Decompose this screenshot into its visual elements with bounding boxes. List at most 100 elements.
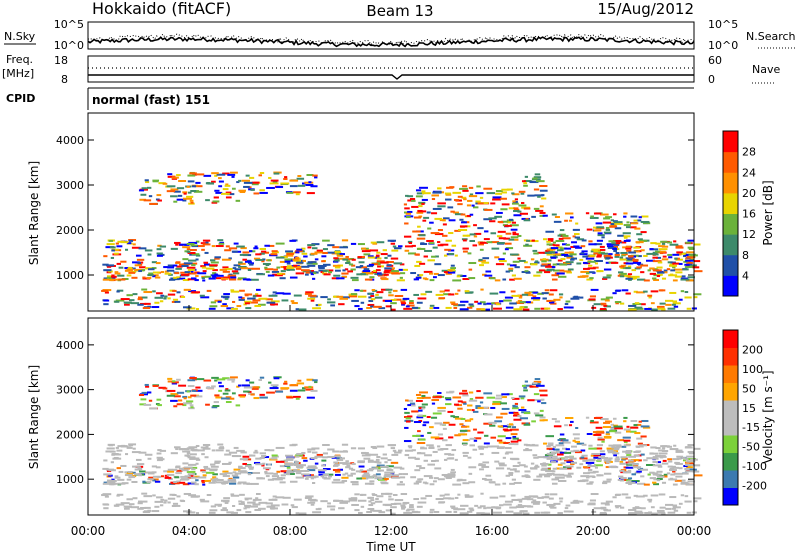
- power-point: [434, 233, 444, 236]
- velocity-point: [336, 499, 344, 502]
- velocity-point: [102, 467, 109, 470]
- power-point: [302, 259, 306, 262]
- velocity-point: [313, 476, 317, 479]
- power-point: [576, 238, 585, 241]
- power-point: [498, 300, 504, 303]
- velocity-point: [572, 439, 576, 442]
- power-point: [437, 187, 442, 190]
- power-point: [305, 291, 314, 294]
- velocity-point: [189, 475, 194, 478]
- power-point: [252, 295, 257, 298]
- power-point: [124, 269, 133, 272]
- velocity-point: [310, 457, 318, 460]
- velocity-point: [419, 391, 428, 394]
- velocity-point: [537, 456, 546, 459]
- power-point: [474, 232, 482, 235]
- velocity-point: [462, 454, 468, 457]
- velocity-point: [400, 504, 406, 507]
- power-point: [300, 265, 310, 268]
- velocity-point: [473, 428, 477, 431]
- velocity-point: [210, 465, 219, 468]
- power-point: [128, 239, 134, 242]
- power-point: [559, 247, 567, 250]
- velocity-point: [386, 465, 394, 468]
- power-point: [652, 277, 657, 280]
- velocity-point: [332, 464, 339, 467]
- power-point: [297, 175, 302, 178]
- power-point: [652, 251, 658, 254]
- power-point: [369, 276, 375, 279]
- power-point: [356, 273, 362, 276]
- power-point: [510, 290, 516, 293]
- power-point: [145, 181, 150, 184]
- power-point: [631, 275, 640, 278]
- power-point: [538, 269, 546, 272]
- power-point: [212, 275, 217, 278]
- velocity-point: [432, 480, 437, 483]
- power-point: [351, 264, 356, 267]
- velocity-point: [218, 381, 222, 384]
- power-point: [605, 226, 610, 229]
- power-point: [304, 273, 309, 276]
- velocity-point: [286, 457, 294, 460]
- velocity-point: [625, 496, 631, 499]
- power-point: [288, 258, 297, 261]
- velocity-point: [301, 451, 306, 454]
- power-point: [376, 241, 385, 244]
- velocity-point: [392, 493, 398, 496]
- power-point: [404, 222, 409, 225]
- power-point: [322, 263, 331, 266]
- velocity-point: [445, 398, 452, 401]
- power-point: [466, 204, 472, 207]
- x-tick-label: 08:00: [273, 524, 308, 538]
- power-point: [279, 277, 286, 280]
- power-point: [628, 304, 637, 307]
- power-point: [628, 278, 632, 281]
- velocity-point: [244, 504, 252, 507]
- velocity-point: [420, 446, 425, 449]
- velocity-point: [459, 429, 468, 432]
- velocity-point: [123, 505, 132, 508]
- power-point: [387, 254, 392, 257]
- time-x-axis: 00:00 04:00 08:00 12:00 16:00 20:00 00:00: [71, 305, 711, 538]
- power-point: [580, 270, 590, 273]
- velocity-point: [539, 389, 548, 392]
- velocity-point: [562, 447, 567, 450]
- power-point: [115, 242, 119, 245]
- power-point: [181, 273, 190, 276]
- power-point: [378, 307, 386, 310]
- velocity-point: [541, 467, 548, 470]
- velocity-point: [371, 493, 376, 496]
- power-point: [167, 173, 173, 176]
- power-point: [442, 223, 447, 226]
- power-point: [116, 290, 120, 293]
- velocity-point: [546, 452, 556, 455]
- velocity-point: [401, 507, 405, 510]
- power-point: [183, 306, 192, 309]
- power-point: [593, 303, 603, 306]
- power-point: [505, 306, 514, 309]
- velocity-point: [615, 506, 619, 509]
- freq-trace: [88, 74, 694, 80]
- power-point: [351, 279, 359, 282]
- power-point: [339, 246, 349, 249]
- power-point: [160, 271, 165, 274]
- power-point: [656, 305, 665, 308]
- velocity-point: [588, 444, 593, 447]
- velocity-point: [610, 423, 614, 426]
- power-point: [558, 275, 567, 278]
- power-point: [194, 279, 199, 282]
- velocity-point: [179, 481, 186, 484]
- velocity-point: [508, 473, 514, 476]
- velocity-point: [462, 482, 470, 485]
- velocity-point: [684, 470, 694, 473]
- power-point: [564, 247, 572, 250]
- velocity-point: [589, 499, 596, 502]
- velocity-point: [175, 472, 182, 475]
- velocity-point: [194, 483, 199, 486]
- power-point: [350, 268, 356, 271]
- velocity-point: [114, 476, 121, 479]
- velocity-point: [475, 405, 481, 408]
- velocity-point: [392, 449, 397, 452]
- velocity-point: [307, 469, 316, 472]
